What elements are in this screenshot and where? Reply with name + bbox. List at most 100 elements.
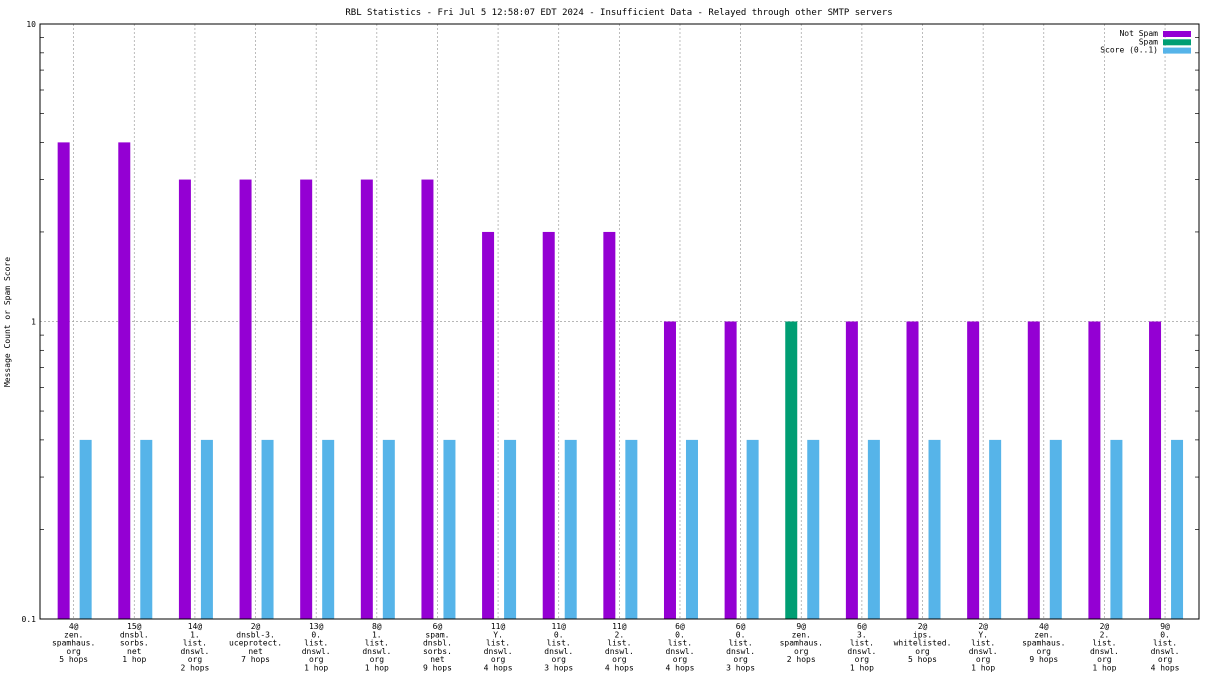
x-tick-label-line: dnswl. xyxy=(544,647,573,656)
x-tick-label-line: 9 hops xyxy=(1029,655,1058,664)
x-tick-label-line: list. xyxy=(729,639,753,648)
bar-score-0-1 xyxy=(1171,439,1184,619)
x-tick-label-line: dnsbl-3. xyxy=(236,630,275,639)
bar-score-0-1 xyxy=(989,439,1002,619)
bar-not-spam xyxy=(845,321,858,619)
bar-score-0-1 xyxy=(382,439,395,619)
x-tick-label: 6@ 0. list. dnswl. org 4 hops xyxy=(666,622,695,673)
x-tick-label-line: dnswl. xyxy=(605,647,634,656)
x-tick-label-line: org xyxy=(1158,655,1173,664)
bar-score-0-1 xyxy=(200,439,213,619)
x-tick-label-line: 2@ xyxy=(918,622,928,631)
x-tick-label: 2@ Y. list. dnswl. org 1 hop xyxy=(969,622,998,673)
x-tick-label: 4@ zen. spamhaus. org 5 hops xyxy=(52,622,95,664)
legend-swatch xyxy=(1163,47,1191,54)
x-tick-label-line: 2. xyxy=(615,630,625,639)
x-tick-label-line: 2 hops xyxy=(787,655,816,664)
x-tick-label-line: 9@ xyxy=(1160,622,1170,631)
x-tick-label-line: 5 hops xyxy=(908,655,937,664)
x-tick-label-line: org xyxy=(915,647,930,656)
x-tick-label-line: Y. xyxy=(493,630,503,639)
x-tick-label-line: sorbs. xyxy=(423,647,452,656)
x-tick-label-line: 1. xyxy=(190,630,200,639)
x-tick-label-line: list. xyxy=(668,639,692,648)
x-tick-label-line: spamhaus. xyxy=(780,639,823,648)
y-tick-label: 10 xyxy=(26,20,36,29)
x-tick-label-line: spam. xyxy=(425,630,449,639)
x-tick-label-line: 1. xyxy=(372,630,382,639)
x-tick-label-line: 13@ xyxy=(309,622,324,631)
x-tick-label: 11@ 0. list. dnswl. org 3 hops xyxy=(544,622,573,673)
x-tick-label-line: spamhaus. xyxy=(52,639,95,648)
bar-score-0-1 xyxy=(1049,439,1062,619)
x-tick-label-line: 9@ xyxy=(796,622,806,631)
bar-not-spam xyxy=(603,231,616,619)
x-tick-label-line: org xyxy=(794,647,809,656)
bar-not-spam xyxy=(239,179,252,619)
x-tick-label-line: spamhaus. xyxy=(1022,639,1065,648)
bar-score-0-1 xyxy=(625,439,638,619)
x-tick-label-line: sorbs. xyxy=(120,639,149,648)
x-tick-label-line: zen. xyxy=(64,630,83,639)
y-tick-label: 1 xyxy=(31,318,36,327)
x-tick-label-line: Y. xyxy=(978,630,988,639)
x-tick-label-line: 6@ xyxy=(433,622,443,631)
x-tick-label-line: org xyxy=(188,655,203,664)
x-tick-label-line: 11@ xyxy=(551,622,566,631)
x-tick-label-line: list. xyxy=(547,639,571,648)
x-tick-label: 13@ 0. list. dnswl. org 1 hop xyxy=(302,622,331,673)
bar-score-0-1 xyxy=(685,439,698,619)
x-tick-label-line: list. xyxy=(304,639,328,648)
y-tick-label: 0.1 xyxy=(22,615,37,624)
x-tick-label-line: 4 hops xyxy=(666,664,695,673)
x-tick-label: 15@ dnsbl. sorbs. net 1 hop xyxy=(120,622,149,664)
x-tick-label-line: 2@ xyxy=(251,622,261,631)
x-tick-label-line: 3 hops xyxy=(726,664,755,673)
x-tick-label-line: org xyxy=(855,655,870,664)
x-tick-label-line: 1 hop xyxy=(304,664,328,673)
x-tick-label-line: org xyxy=(733,655,748,664)
x-tick-label-line: list. xyxy=(365,639,389,648)
x-tick-label-line: list. xyxy=(486,639,510,648)
x-tick-label-line: 6@ xyxy=(736,622,746,631)
x-tick-label: 6@ 3. list. dnswl. org 1 hop xyxy=(847,622,876,673)
x-tick-label-line: net xyxy=(127,647,142,656)
x-tick-label: 6@ 0. list. dnswl. org 3 hops xyxy=(726,622,755,673)
bar-not-spam xyxy=(300,179,313,619)
x-tick-label: 2@ ips. whitelisted. org 5 hops xyxy=(894,622,952,664)
x-tick-label-line: dnswl. xyxy=(302,647,331,656)
bar-not-spam xyxy=(421,179,434,619)
legend-label: Not Spam xyxy=(1119,29,1158,38)
x-tick-label-line: 1 hop xyxy=(1092,664,1116,673)
legend-label: Spam xyxy=(1139,37,1158,46)
x-tick-label-line: 8@ xyxy=(372,622,382,631)
x-tick-label-line: 2 hops xyxy=(180,664,209,673)
x-tick-label: 4@ zen. spamhaus. org 9 hops xyxy=(1022,622,1065,664)
x-tick-label-line: 0. xyxy=(311,630,321,639)
x-tick-label-line: org xyxy=(1097,655,1112,664)
x-tick-label-line: net xyxy=(248,647,263,656)
x-tick-label-line: 0. xyxy=(554,630,564,639)
bar-score-0-1 xyxy=(867,439,880,619)
x-tick-label-line: dnswl. xyxy=(1090,647,1119,656)
x-tick-label-line: list. xyxy=(1092,639,1116,648)
x-tick-label-line: org xyxy=(976,655,991,664)
x-tick-label-line: 4@ xyxy=(69,622,79,631)
x-tick-label-line: zen. xyxy=(792,630,811,639)
x-tick-label-line: list. xyxy=(850,639,874,648)
legend-swatch xyxy=(1163,31,1191,37)
x-tick-label-line: dnswl. xyxy=(1151,647,1180,656)
x-tick-label-line: uceprotect. xyxy=(229,639,282,648)
bar-score-0-1 xyxy=(504,439,517,619)
bar-not-spam xyxy=(57,142,70,619)
x-tick-label-line: zen. xyxy=(1034,630,1053,639)
x-tick-label-line: 3 hops xyxy=(544,664,573,673)
x-tick-label-line: 14@ xyxy=(188,622,203,631)
x-tick-label-line: 4 hops xyxy=(484,664,513,673)
x-tick-label-line: 2. xyxy=(1100,630,1110,639)
bar-score-0-1 xyxy=(322,439,335,619)
x-tick-label-line: 2@ xyxy=(978,622,988,631)
x-tick-label-line: 4@ xyxy=(1039,622,1049,631)
